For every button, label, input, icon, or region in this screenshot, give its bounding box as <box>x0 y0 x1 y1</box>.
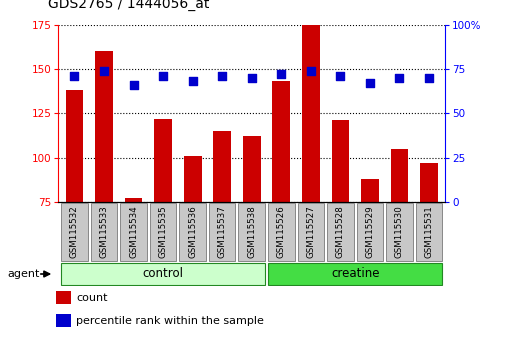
FancyBboxPatch shape <box>120 203 146 261</box>
Bar <box>361 179 378 202</box>
Point <box>277 72 285 77</box>
FancyBboxPatch shape <box>209 203 235 261</box>
Point <box>70 73 78 79</box>
Text: GSM115538: GSM115538 <box>247 205 256 258</box>
Point <box>218 73 226 79</box>
Point <box>100 68 108 74</box>
Text: GSM115527: GSM115527 <box>306 205 315 258</box>
Bar <box>390 149 408 202</box>
Text: GSM115533: GSM115533 <box>99 205 108 258</box>
FancyBboxPatch shape <box>61 203 87 261</box>
Text: GSM115537: GSM115537 <box>217 205 226 258</box>
Point <box>188 79 196 84</box>
Bar <box>301 25 319 202</box>
Text: GSM115526: GSM115526 <box>276 205 285 258</box>
Bar <box>242 136 260 202</box>
Text: control: control <box>142 268 183 280</box>
Point <box>394 75 402 81</box>
Bar <box>213 131 231 202</box>
Bar <box>95 51 113 202</box>
FancyBboxPatch shape <box>268 203 294 261</box>
Point <box>159 73 167 79</box>
Text: percentile rank within the sample: percentile rank within the sample <box>76 315 264 326</box>
Text: GSM115531: GSM115531 <box>424 205 433 258</box>
Point <box>129 82 137 88</box>
FancyBboxPatch shape <box>385 203 412 261</box>
Text: GSM115529: GSM115529 <box>365 206 374 258</box>
Bar <box>124 198 142 202</box>
FancyBboxPatch shape <box>90 203 117 261</box>
Bar <box>331 120 348 202</box>
Text: count: count <box>76 292 108 303</box>
Point <box>336 73 344 79</box>
Bar <box>61 263 265 285</box>
Bar <box>183 156 201 202</box>
FancyBboxPatch shape <box>415 203 441 261</box>
Point <box>424 75 432 81</box>
Bar <box>56 314 71 327</box>
Text: GDS2765 / 1444056_at: GDS2765 / 1444056_at <box>48 0 209 11</box>
FancyBboxPatch shape <box>297 203 324 261</box>
Bar <box>66 90 83 202</box>
FancyBboxPatch shape <box>149 203 176 261</box>
Text: GSM115535: GSM115535 <box>158 205 167 258</box>
Text: creatine: creatine <box>330 268 379 280</box>
FancyBboxPatch shape <box>326 203 353 261</box>
Text: GSM115532: GSM115532 <box>70 205 79 258</box>
Text: agent: agent <box>8 269 40 279</box>
Bar <box>419 163 437 202</box>
Point <box>365 80 373 86</box>
Text: GSM115528: GSM115528 <box>335 205 344 258</box>
Text: GSM115536: GSM115536 <box>188 205 197 258</box>
FancyBboxPatch shape <box>238 203 265 261</box>
FancyBboxPatch shape <box>179 203 206 261</box>
Bar <box>56 291 71 304</box>
Point <box>247 75 255 81</box>
Text: GSM115534: GSM115534 <box>129 205 138 258</box>
Text: GSM115530: GSM115530 <box>394 205 403 258</box>
Point <box>306 68 314 74</box>
Bar <box>154 119 172 202</box>
FancyBboxPatch shape <box>356 203 382 261</box>
Bar <box>272 81 289 202</box>
Bar <box>268 263 441 285</box>
